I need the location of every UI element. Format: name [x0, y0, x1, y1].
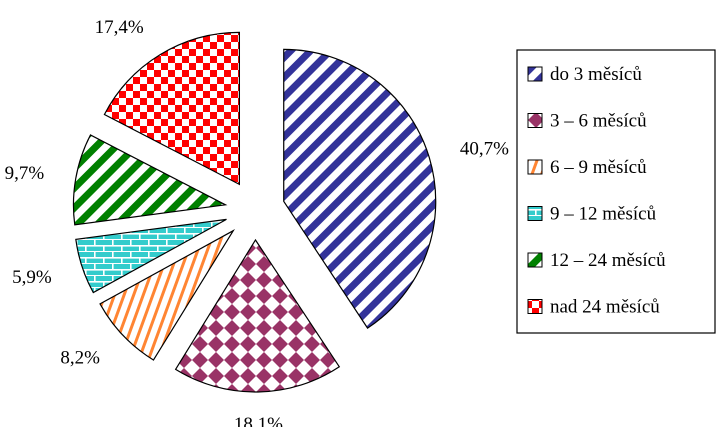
- legend-swatch-nad-24-mesicu: [527, 299, 543, 314]
- legend-label-do-3-mesicu: do 3 měsíců: [550, 64, 642, 85]
- pie-slice-9-12-mesicu: [75, 218, 227, 294]
- legend-swatch-3-6-mesicu: [527, 113, 543, 128]
- pie-slice-do-3-mesicu: [283, 48, 437, 329]
- legend-swatch-6-9-mesicu: [527, 159, 543, 175]
- data-label-3-6-mesicu: 18,1%: [234, 414, 283, 427]
- data-label-nad-24-mesicu: 17,4%: [95, 17, 144, 38]
- pie-slice-nad-24-mesicu: [103, 31, 241, 186]
- pie-slice-3-6-mesicu: [174, 238, 341, 393]
- chart-legend: do 3 měsíců 3 – 6 měsíců 6 – 9 měsíců 9 – 1…: [516, 49, 716, 334]
- data-label-12-24-mesicu: 9,7%: [5, 163, 45, 184]
- legend-label-9-12-mesicu: 9 – 12 měsíců: [550, 204, 657, 225]
- legend-label-3-6-mesicu: 3 – 6 měsíců: [550, 111, 647, 132]
- data-label-do-3-mesicu: 40,7%: [460, 138, 509, 159]
- legend-label-nad-24-mesicu: nad 24 měsíců: [550, 297, 660, 318]
- legend-swatch-9-12-mesicu: [527, 206, 543, 221]
- pie-slice-12-24-mesicu: [72, 134, 228, 226]
- data-label-9-12-mesicu: 5,9%: [12, 267, 52, 288]
- legend-label-6-9-mesicu: 6 – 9 měsíců: [550, 157, 647, 178]
- data-label-6-9-mesicu: 8,2%: [60, 347, 100, 368]
- pie-slice-6-9-mesicu: [99, 229, 235, 361]
- legend-swatch-do-3-mesicu: [527, 66, 543, 82]
- legend-label-12-24-mesicu: 12 – 24 měsíců: [550, 250, 666, 271]
- legend-swatch-12-24-mesicu: [527, 252, 543, 268]
